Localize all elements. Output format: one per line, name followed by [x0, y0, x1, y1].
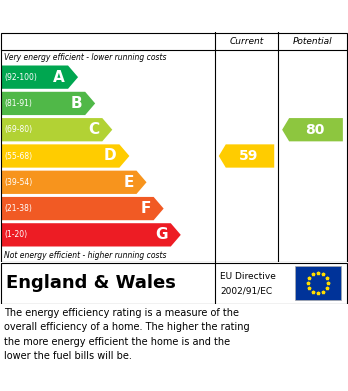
Polygon shape — [1, 66, 78, 89]
Text: EU Directive: EU Directive — [220, 272, 276, 281]
Polygon shape — [1, 197, 164, 220]
Text: 80: 80 — [305, 123, 324, 137]
Polygon shape — [1, 223, 181, 246]
Text: (69-80): (69-80) — [4, 125, 32, 134]
Polygon shape — [219, 144, 274, 168]
Text: E: E — [123, 175, 134, 190]
Polygon shape — [1, 144, 129, 168]
Polygon shape — [1, 170, 147, 194]
Text: (81-91): (81-91) — [4, 99, 32, 108]
Text: (92-100): (92-100) — [4, 73, 37, 82]
Text: (21-38): (21-38) — [4, 204, 32, 213]
Text: C: C — [88, 122, 99, 137]
Text: England & Wales: England & Wales — [6, 274, 176, 292]
Polygon shape — [282, 118, 343, 142]
Text: Potential: Potential — [293, 36, 332, 45]
Text: The energy efficiency rating is a measure of the
overall efficiency of a home. T: The energy efficiency rating is a measur… — [4, 308, 250, 361]
Text: D: D — [104, 149, 116, 163]
Text: Current: Current — [229, 36, 264, 45]
Text: Very energy efficient - lower running costs: Very energy efficient - lower running co… — [4, 52, 166, 61]
Text: 2002/91/EC: 2002/91/EC — [220, 287, 272, 296]
Text: A: A — [53, 70, 65, 84]
Text: 59: 59 — [239, 149, 258, 163]
Text: (39-54): (39-54) — [4, 178, 32, 187]
Text: F: F — [140, 201, 151, 216]
Polygon shape — [1, 92, 95, 115]
Text: Energy Efficiency Rating: Energy Efficiency Rating — [10, 9, 220, 23]
Text: G: G — [155, 227, 168, 242]
Polygon shape — [1, 118, 112, 142]
Text: Not energy efficient - higher running costs: Not energy efficient - higher running co… — [4, 251, 166, 260]
Text: (1-20): (1-20) — [4, 230, 27, 239]
Text: B: B — [71, 96, 82, 111]
Text: (55-68): (55-68) — [4, 151, 32, 160]
Bar — [295, 266, 341, 300]
